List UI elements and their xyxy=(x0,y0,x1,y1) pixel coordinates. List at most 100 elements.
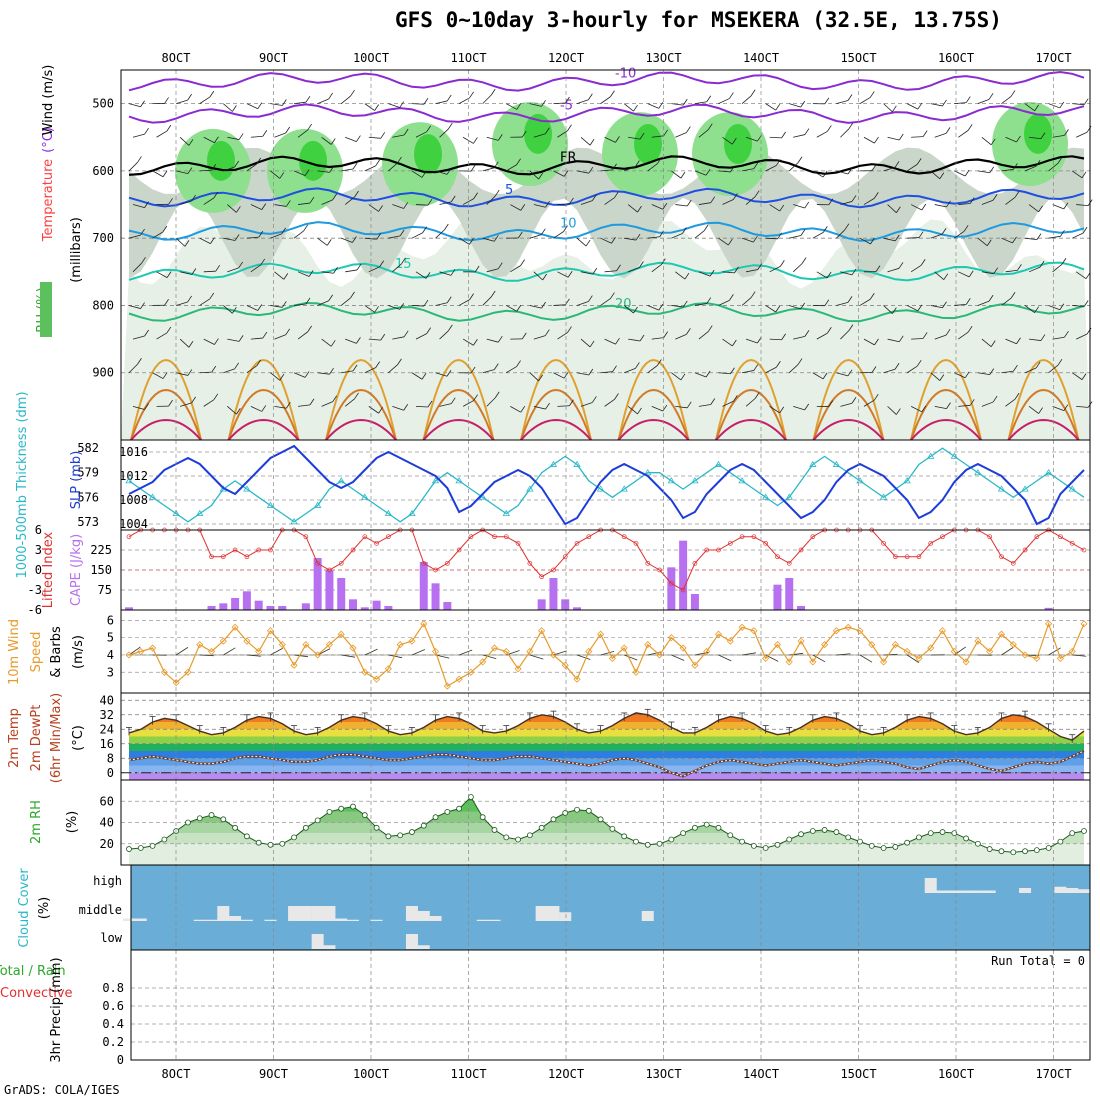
wind-barb xyxy=(651,204,663,210)
wind-barb xyxy=(871,164,877,171)
wind-barb xyxy=(1048,163,1059,172)
lifted-index-point xyxy=(727,540,733,546)
wind-barb xyxy=(321,401,333,407)
wind-barb xyxy=(793,336,806,340)
wind-barb xyxy=(917,102,923,110)
wind-barb xyxy=(917,304,923,312)
wind-barb xyxy=(977,300,990,306)
cloud-block xyxy=(299,906,312,921)
rh2m-point xyxy=(255,839,262,846)
wind-barb xyxy=(624,237,637,241)
wind-barb xyxy=(684,272,690,280)
wind-barb xyxy=(977,170,990,174)
lifted-index-point xyxy=(586,534,592,540)
rh2m-point xyxy=(208,812,215,818)
lifted-index-point xyxy=(940,534,945,540)
wind-barb xyxy=(427,198,433,206)
pressure-tick-label: 800 xyxy=(92,298,114,312)
wind-barb xyxy=(754,190,760,197)
wind-barb xyxy=(662,203,668,210)
wind-barb xyxy=(541,100,546,107)
wind-speed-point xyxy=(797,637,805,645)
wind-barb xyxy=(797,358,803,365)
wind-speed-point xyxy=(196,641,204,649)
wind-barb xyxy=(921,203,927,211)
warm-isotherm xyxy=(422,358,495,441)
wind-barb xyxy=(344,196,355,205)
wind-barb xyxy=(545,329,550,336)
wind-barb xyxy=(341,168,354,172)
cape-bar xyxy=(785,578,794,610)
wind-barb xyxy=(388,364,398,374)
thickness-marker xyxy=(549,460,558,467)
wind-barb xyxy=(686,199,692,207)
warm-isotherm xyxy=(325,388,397,441)
wind-barb xyxy=(328,294,334,301)
wind-barb xyxy=(828,198,834,205)
wind-barb xyxy=(1040,132,1046,139)
wind-barb xyxy=(486,397,496,407)
wind-barb xyxy=(1059,303,1065,310)
wind-barb xyxy=(792,263,803,273)
rh2m-point xyxy=(998,848,1005,855)
rh2m-point xyxy=(868,842,875,849)
wind-barb xyxy=(450,397,456,404)
wind-barb xyxy=(179,338,190,348)
thickness-marker xyxy=(1068,485,1076,492)
wind-barb xyxy=(541,301,546,309)
wind-barb xyxy=(356,135,361,142)
wind-barb xyxy=(930,170,941,180)
wind-tick-label: 3 xyxy=(107,665,114,679)
wind-barb xyxy=(742,370,754,374)
warm-isotherm xyxy=(227,388,300,441)
temperature-label: Temperature xyxy=(41,159,56,242)
cape-bar xyxy=(690,594,699,610)
precip-tick-label: 0 xyxy=(117,1053,124,1067)
wind-barb xyxy=(1076,405,1089,408)
wind-barb xyxy=(706,95,712,102)
cloud-block xyxy=(936,890,949,893)
wind-barb xyxy=(1024,103,1035,112)
wind-barb xyxy=(576,237,587,247)
wind-barb xyxy=(989,368,995,375)
wind-barb xyxy=(545,127,550,134)
date-label-top: 17OCT xyxy=(1035,51,1071,65)
rh2m-point xyxy=(986,846,993,852)
wind-barb xyxy=(1038,407,1043,414)
panel-bg xyxy=(131,950,1090,1060)
wind-barb xyxy=(637,205,642,213)
wind-barb xyxy=(781,333,786,340)
wind-barb xyxy=(352,236,357,243)
wind-barb xyxy=(745,398,756,407)
wind-barb xyxy=(435,302,448,306)
rh2m-point xyxy=(609,825,616,832)
wind-barb xyxy=(863,338,875,346)
wind-barb xyxy=(176,99,188,105)
wind-barb xyxy=(705,370,711,378)
wind-barb xyxy=(637,407,642,415)
wind-barb xyxy=(411,649,426,656)
wind-barb xyxy=(297,129,308,138)
lifted-index-point xyxy=(256,547,262,553)
wind-barb xyxy=(1048,235,1061,239)
wind-barb xyxy=(859,237,871,245)
wind-speed-point xyxy=(172,679,180,687)
wind-barb xyxy=(553,170,565,177)
wind-barb xyxy=(698,202,711,205)
wind-speed-point xyxy=(974,637,982,645)
wind-barb xyxy=(1034,104,1039,112)
wind-speed-point xyxy=(325,641,333,649)
wind-barb xyxy=(822,226,828,233)
cloud-block xyxy=(405,934,418,949)
wind-barb xyxy=(321,136,332,145)
date-label-bottom: 14OCT xyxy=(743,1067,779,1081)
wind-barb xyxy=(658,303,664,311)
cloud-level-label: low xyxy=(100,931,122,945)
dewpoint-line-dash xyxy=(128,750,1085,777)
wind-barb xyxy=(894,234,900,242)
wind-barb xyxy=(836,100,849,105)
wind-barb xyxy=(308,270,314,277)
wind-barb xyxy=(614,191,619,198)
wind-barb xyxy=(600,371,613,374)
lifted-index-point xyxy=(209,554,214,560)
